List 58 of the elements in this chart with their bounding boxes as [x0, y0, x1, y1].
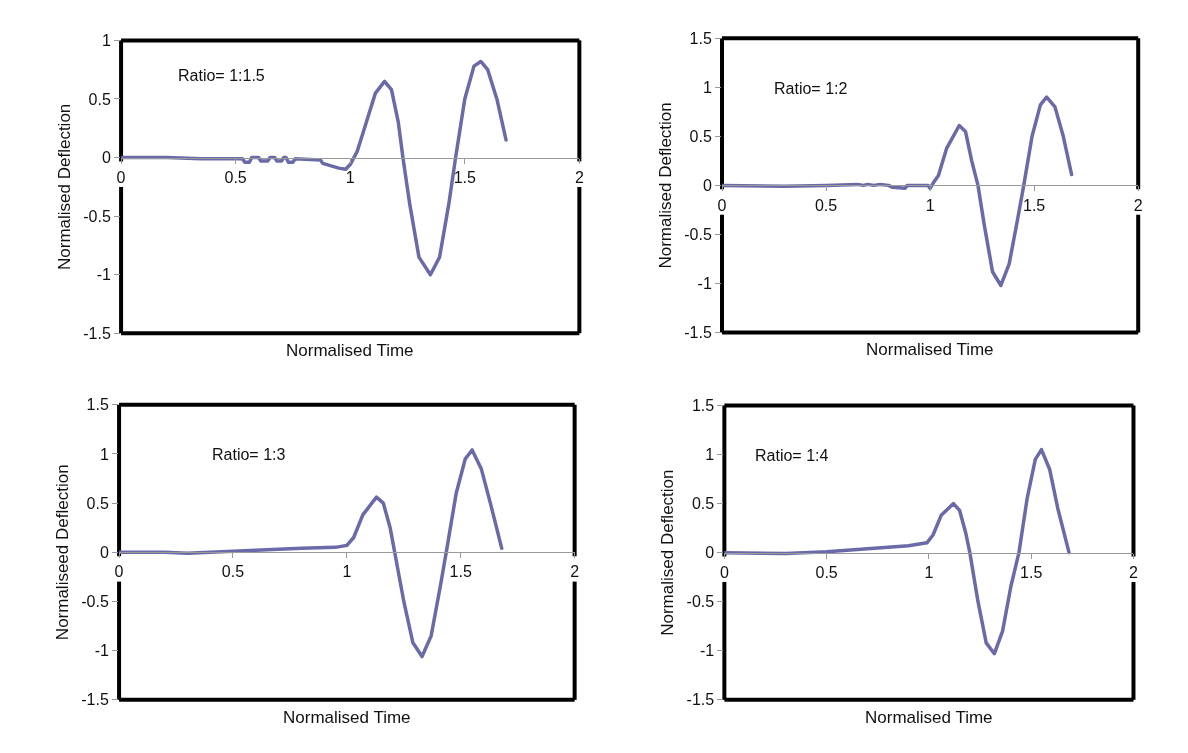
annotation: Ratio= 1:2 — [774, 80, 848, 97]
y-tick-label: 1.5 — [86, 396, 109, 414]
x-tick-label: 0 — [717, 196, 727, 214]
x-tick-label: 2 — [1129, 563, 1139, 581]
x-tick-label: 1 — [342, 563, 352, 581]
y-tick-label: -0.5 — [686, 593, 715, 611]
y-tick-label: 0.5 — [691, 495, 715, 513]
y-tick-label: -0.5 — [684, 226, 712, 244]
y-tick-label: -1.5 — [81, 691, 109, 709]
y-tick-label: 0.5 — [88, 90, 111, 108]
x-axis-title: Normalised Time — [865, 708, 993, 727]
y-tick-label: 1 — [99, 445, 109, 463]
x-tick-label: 2 — [570, 563, 580, 581]
x-tick-label: 0 — [116, 168, 126, 186]
x-tick-label: 0 — [114, 563, 124, 581]
y-tick-label: 1.5 — [691, 397, 715, 415]
x-tick-label: 0 — [719, 563, 729, 581]
y-tick-label: -1.5 — [686, 691, 715, 709]
y-tick-label: -1.5 — [684, 324, 712, 342]
y-tick-label: -1.5 — [83, 324, 111, 342]
x-tick-label: 1.5 — [1020, 563, 1043, 581]
y-axis-title: Normalised Deflection — [54, 103, 74, 270]
x-tick-label: 1 — [925, 196, 935, 214]
x-tick-label: 1.5 — [1023, 196, 1046, 214]
x-tick-label: 0.5 — [815, 563, 838, 581]
y-tick-label: 0 — [705, 544, 715, 562]
y-tick-label: 0 — [101, 149, 111, 167]
x-tick-label: 0.5 — [221, 563, 245, 581]
y-tick-label: -0.5 — [83, 207, 111, 225]
y-axis-title: Normaliseed Deflection — [52, 464, 72, 641]
y-axis-title: Normalised Deflection — [655, 102, 675, 269]
y-tick-label: 1.5 — [689, 29, 712, 47]
y-tick-label: -1 — [94, 642, 109, 660]
y-tick-label: -1 — [699, 642, 715, 660]
y-tick-label: 0.5 — [86, 494, 109, 512]
x-tick-label: 1.5 — [453, 168, 476, 186]
x-tick-label: 1.5 — [449, 563, 472, 581]
x-tick-label: 0.5 — [814, 196, 838, 214]
x-tick-label: 0.5 — [224, 168, 247, 186]
y-tick-label: 1 — [705, 446, 715, 464]
annotation: Ratio= 1:4 — [755, 447, 829, 464]
x-tick-label: 1 — [345, 168, 355, 186]
y-tick-label: 1 — [101, 31, 111, 49]
y-axis-title: Normalised Deflection — [658, 469, 678, 636]
x-axis-title: Normalised Time — [283, 708, 411, 727]
y-tick-label: 0 — [99, 543, 109, 561]
annotation: Ratio= 1:1.5 — [178, 67, 265, 84]
x-tick-label: 2 — [1133, 196, 1143, 214]
y-tick-label: 0.5 — [689, 127, 712, 145]
x-tick-label: 2 — [574, 168, 584, 186]
x-axis-title: Normalised Time — [286, 341, 414, 360]
y-tick-label: 1 — [702, 78, 712, 96]
y-tick-label: -1 — [697, 275, 712, 293]
annotation: Ratio= 1:3 — [212, 446, 286, 463]
y-tick-label: -1 — [96, 266, 111, 284]
x-tick-label: 1 — [924, 563, 934, 581]
x-axis-title: Normalised Time — [866, 340, 994, 359]
y-tick-label: -0.5 — [81, 593, 109, 611]
